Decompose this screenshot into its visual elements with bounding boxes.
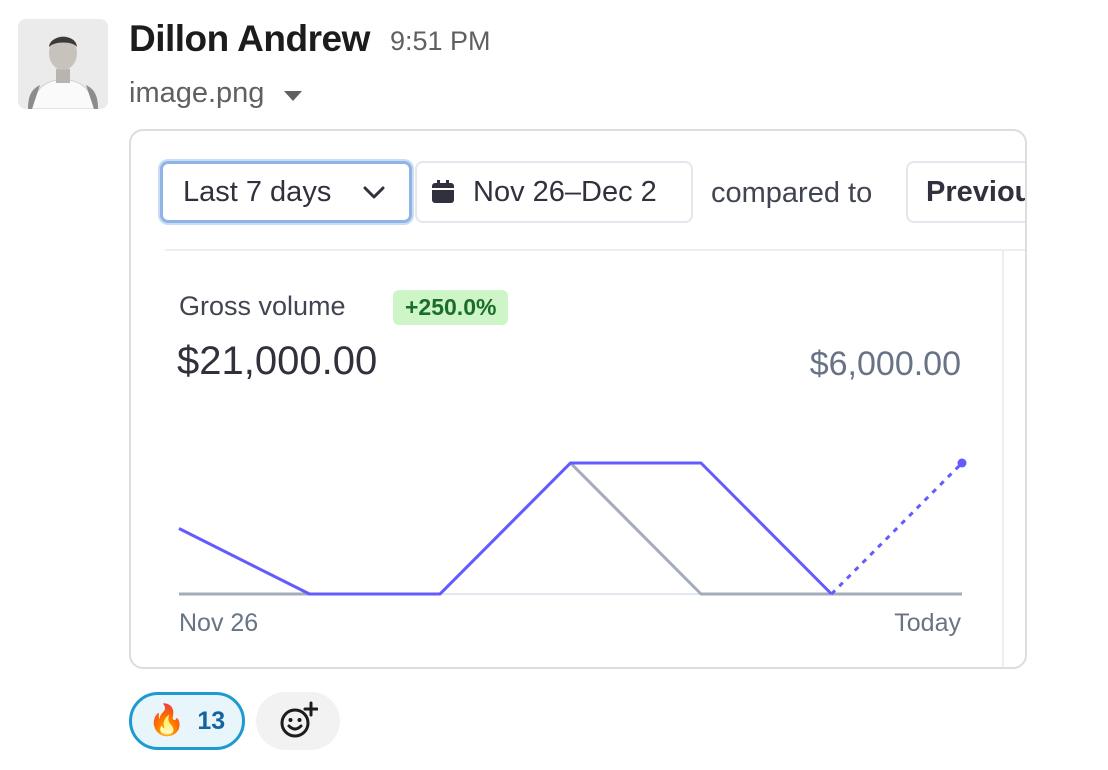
caret-down-icon — [284, 90, 303, 101]
message-timestamp[interactable]: 9:51 PM — [390, 26, 491, 56]
series-line-previous — [179, 461, 962, 596]
x-axis-start-label: Nov 26 — [179, 609, 259, 637]
metric-label: Gross volume — [179, 291, 346, 321]
sender-name[interactable]: Dillon Andrew — [129, 18, 370, 59]
attachment-name-toggle[interactable]: image.png — [129, 77, 303, 110]
date-picker: Nov 26–Dec 2 — [415, 161, 693, 223]
date-range-select-label: Last 7 days — [183, 175, 332, 208]
x-axis-end-label: Today — [894, 609, 961, 637]
metric-value: $21,000.00 — [177, 339, 378, 383]
reaction-count: 13 — [197, 706, 226, 735]
gross-volume-chart — [178, 458, 967, 596]
compared-to-label: compared to — [711, 177, 873, 209]
panel-divider — [1002, 251, 1004, 667]
comparison-value: $6,000.00 — [809, 345, 961, 383]
attachment-filename: image.png — [129, 77, 265, 109]
add-reaction-button[interactable] — [256, 692, 340, 750]
chevron-down-icon — [363, 186, 385, 199]
series-point-today — [957, 458, 967, 468]
date-range-text: Nov 26–Dec 2 — [473, 175, 657, 208]
series-line-current-projected — [830, 461, 964, 596]
avatar-photo — [18, 19, 108, 109]
image-attachment[interactable]: Last 7 days Nov 26–Dec 2 compared to Pre… — [129, 129, 1027, 669]
attached-dashboard-screenshot: Last 7 days Nov 26–Dec 2 compared to Pre… — [131, 131, 1027, 667]
calendar-icon — [432, 180, 454, 203]
change-badge: +250.0% — [393, 290, 509, 325]
comparison-select-label: Previou — [926, 175, 1027, 208]
toolbar-divider — [165, 249, 1025, 251]
add-emoji-icon — [280, 701, 318, 738]
date-range-select: Last 7 days — [160, 161, 412, 223]
fire-emoji-icon: 🔥 — [148, 704, 186, 737]
comparison-select: Previou — [906, 161, 1027, 223]
avatar[interactable] — [18, 19, 108, 109]
series-line-current — [178, 461, 833, 596]
fire-reaction[interactable]: 🔥 13 — [129, 692, 245, 750]
